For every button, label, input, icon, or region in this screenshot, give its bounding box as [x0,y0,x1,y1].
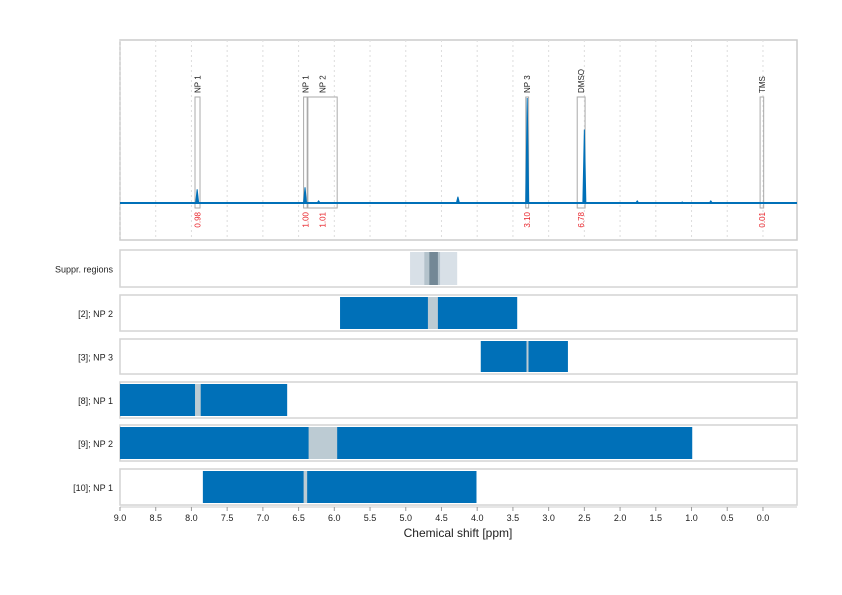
integral-region-box [759,96,765,209]
x-tick-label: 4.5 [435,513,448,523]
x-tick-label: 7.5 [221,513,234,523]
excluded-region [195,384,201,416]
integral-value: 1.00 [301,211,310,227]
spectrum-panel: NP 1 0.98 NP 1 1.00 NP 2 1.01 NP 3 3.10 DMSO 6.78… [119,39,798,241]
integral-region-label: NP 1 [301,75,310,93]
integral-value: 6.78 [577,211,586,227]
row-label: Suppr. regions [55,265,114,275]
integral-region-label: TMS [758,76,767,93]
integral-value: 0.98 [194,211,203,227]
integral-region-label: NP 3 [523,75,532,93]
range-bar [120,384,288,416]
x-tick-label: 2.0 [614,513,627,523]
integral-region-label: NP 1 [194,75,203,93]
range-bar [202,471,477,503]
integral-value: 3.10 [523,211,532,227]
spectrum-frame [119,39,798,241]
integral-region-label: DMSO [577,69,586,93]
suppressed-region [429,252,438,285]
x-tick-label: 9.0 [114,513,127,523]
row-label: [9]; NP 2 [78,439,113,449]
excluded-region [427,297,438,329]
region-row: [10]; NP 1 [73,468,798,506]
x-tick-label: 6.0 [328,513,341,523]
x-tick-label: 3.0 [542,513,555,523]
spectrum-peak [525,97,530,204]
region-panels: Suppr. regions [2]; NP 2 [3]; NP 3 [8]; NP … [55,249,798,506]
x-tick-label: 0.5 [721,513,734,523]
integral-region-box [307,96,338,209]
x-tick-label: 2.5 [578,513,591,523]
excluded-region [308,427,338,459]
x-tick-label: 5.0 [400,513,413,523]
region-row: [2]; NP 2 [78,294,798,332]
x-tick-label: 1.0 [685,513,698,523]
integral-value: 1.01 [319,211,328,227]
integral-region-box [303,96,308,209]
range-bar [480,341,568,372]
spectrum-peak [582,129,587,204]
spectrum-peak [455,196,461,204]
x-tick-label: 3.5 [507,513,520,523]
integral-region-label: NP 2 [319,75,328,93]
spectrum-peak [195,189,200,204]
integral-value: 0.01 [758,211,767,227]
region-row: Suppr. regions [55,249,798,288]
row-frame [119,249,798,288]
row-label: [2]; NP 2 [78,309,113,319]
spectrum-peak [316,200,322,204]
row-label: [10]; NP 1 [73,483,113,493]
region-row: [8]; NP 1 [78,381,798,419]
x-tick-label: 4.0 [471,513,484,523]
x-tick-label: 8.5 [149,513,162,523]
row-label: [8]; NP 1 [78,396,113,406]
spectrum-peak [679,201,686,204]
spectrum-peak [634,200,640,204]
spectrum-peak [708,200,714,204]
x-tick-label: 8.0 [185,513,198,523]
x-tick-label: 7.0 [257,513,270,523]
x-axis-label: Chemical shift [ppm] [404,526,513,540]
integral-region-box [194,96,201,209]
x-tick-label: 1.5 [650,513,663,523]
excluded-region [303,471,308,503]
region-row: [9]; NP 2 [78,424,798,462]
x-tick-label: 6.5 [292,513,305,523]
row-frame [119,338,798,375]
row-label: [3]; NP 3 [78,353,113,363]
range-bar [120,427,693,459]
x-tick-label: 0.0 [757,513,770,523]
x-axis: 9.0 8.5 8.0 7.5 7.0 6.5 6.0 5.5 5.0 4.5 4.0 3.5 3.0 2… [114,506,797,523]
integral-region-box [525,96,530,209]
x-tick-label: 5.5 [364,513,377,523]
excluded-region [526,341,529,372]
spectrum-peak [302,187,308,204]
region-row: [3]; NP 3 [78,338,798,375]
